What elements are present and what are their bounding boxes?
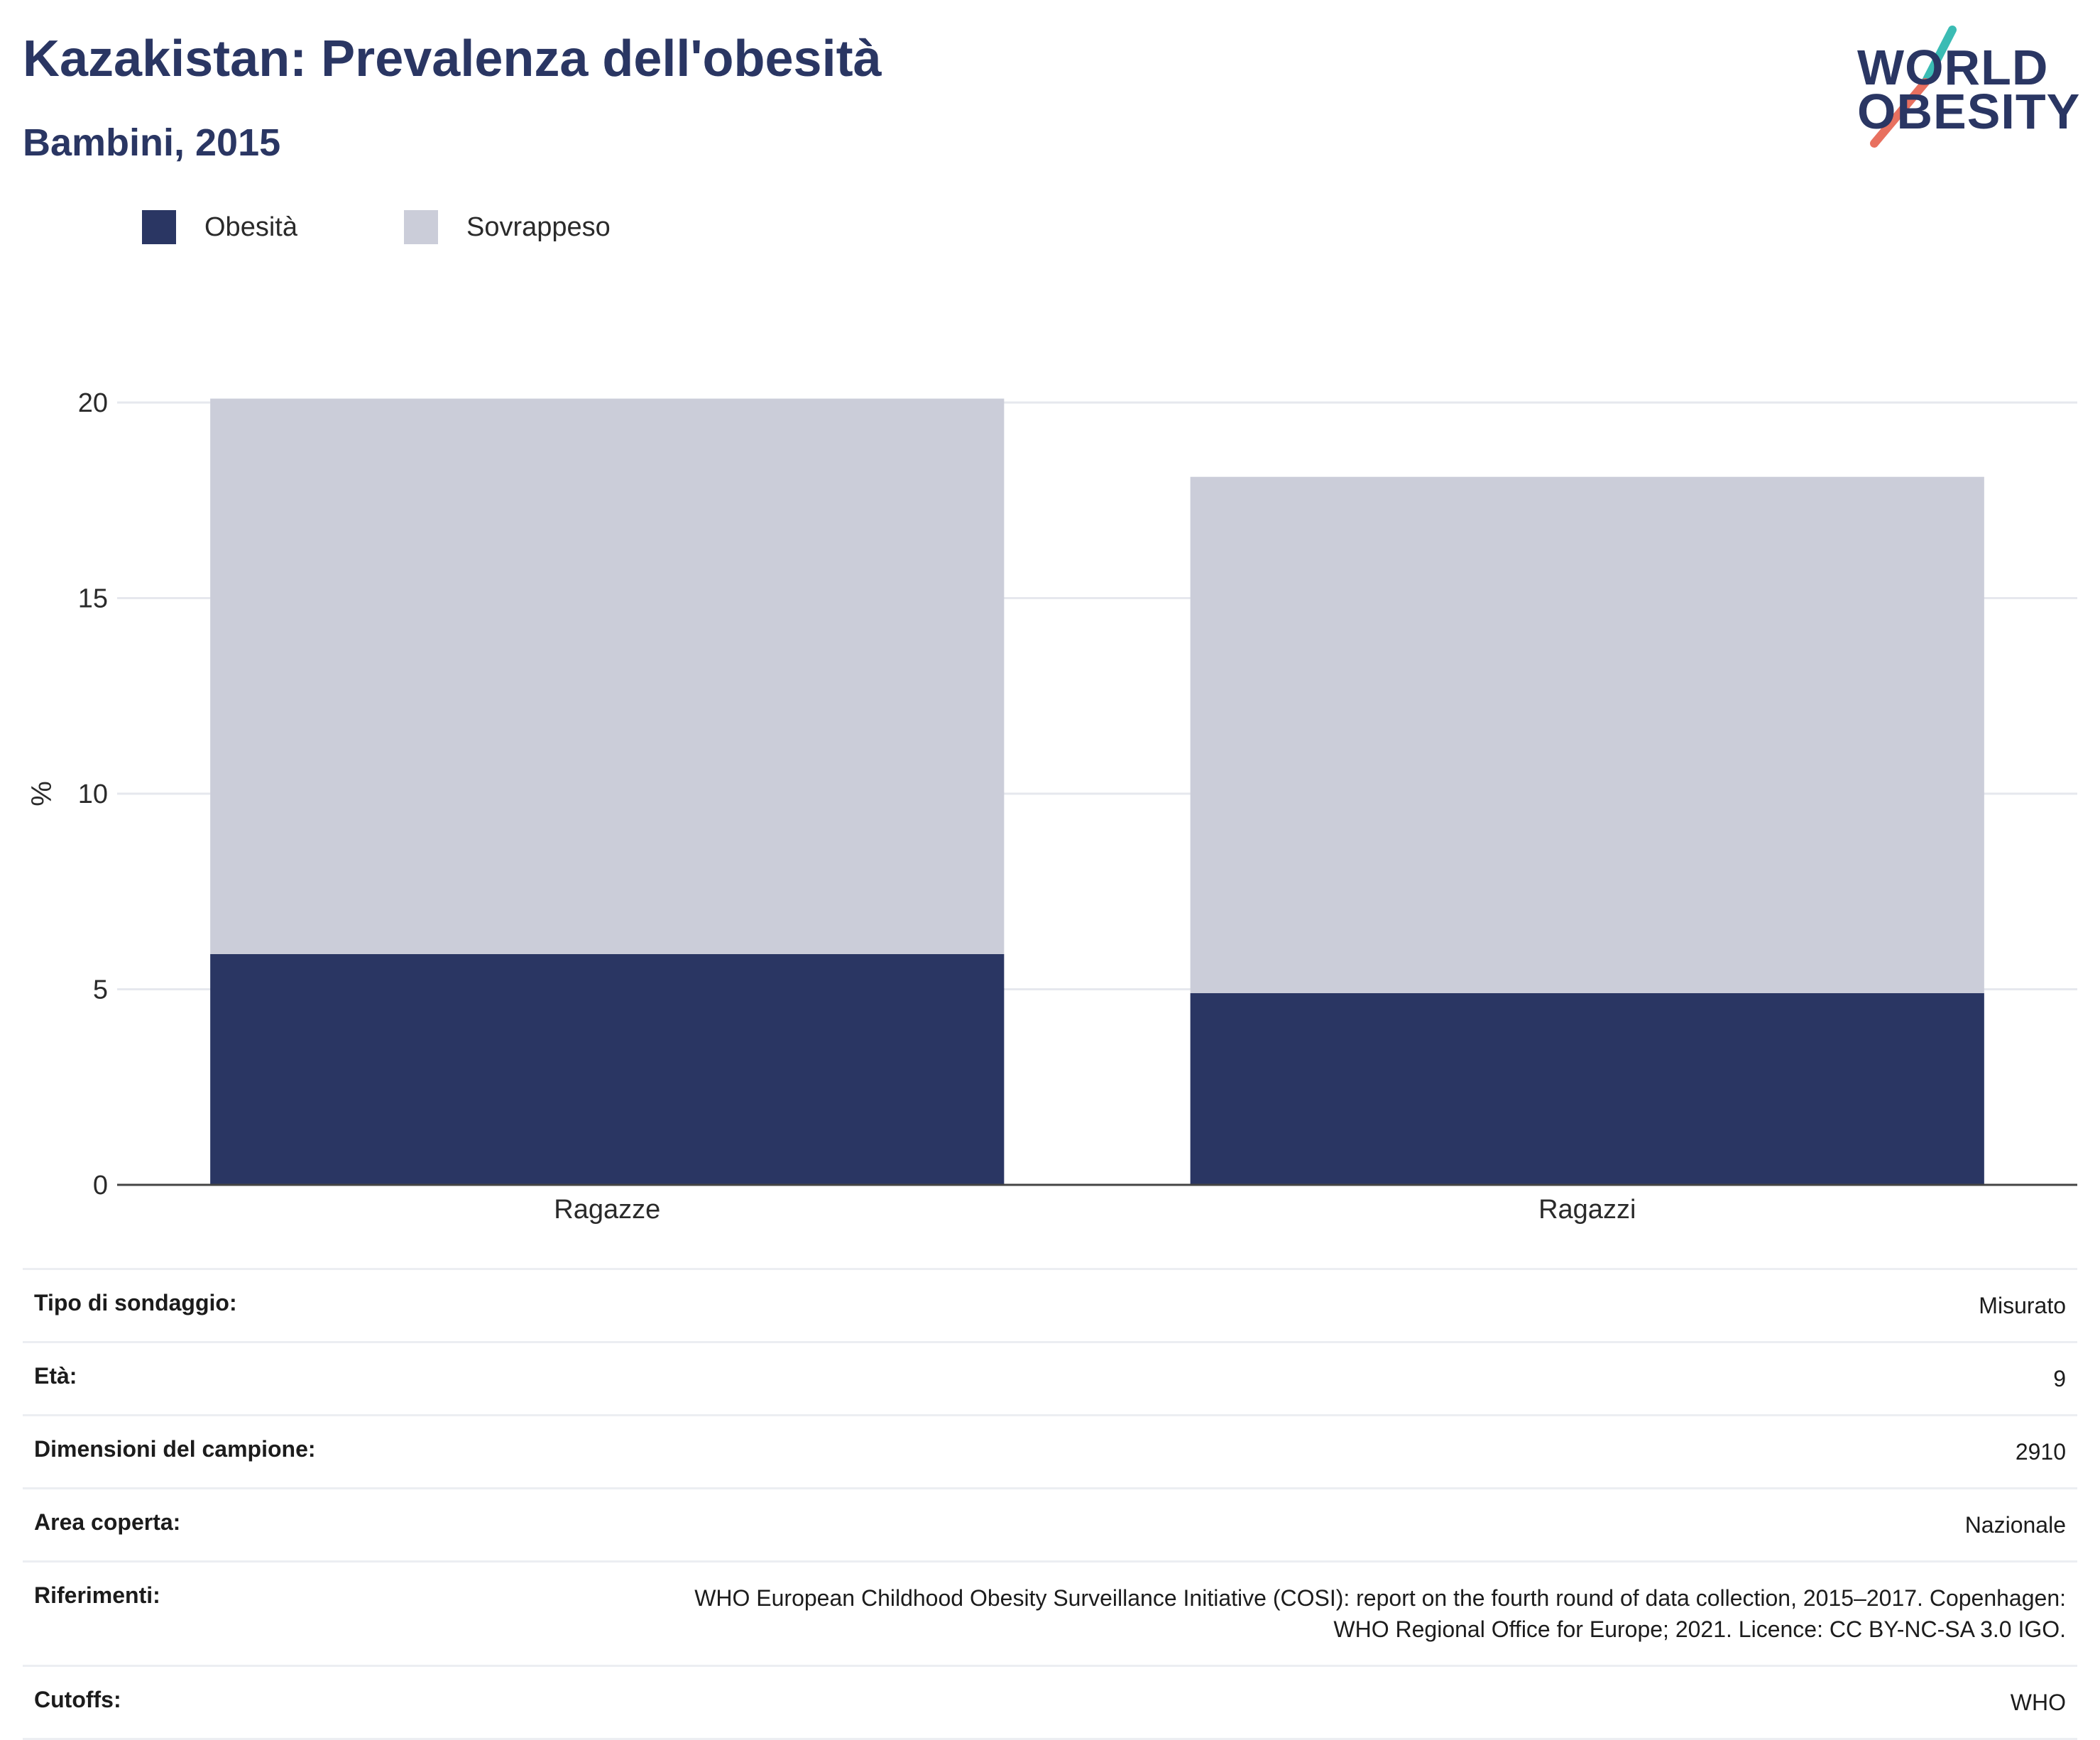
info-row: Dimensioni del campione: 2910 — [23, 1415, 2077, 1489]
bar-ragazze-overweight — [210, 398, 1005, 954]
logo-slash-icon — [1870, 26, 1957, 148]
survey-info-table: Tipo di sondaggio: Misurato Età: 9 Dimension… — [23, 1268, 2077, 1740]
bar-ragazze-obesity — [210, 953, 1005, 1185]
info-value-line: WHO Regional Office for Europe; 2021. Li… — [1333, 1616, 2066, 1642]
info-value-line: Misurato — [1979, 1293, 2066, 1318]
info-label: Tipo di sondaggio: — [34, 1290, 237, 1315]
info-label: Cutoffs: — [34, 1687, 121, 1712]
y-tick-label: 20 — [78, 388, 108, 418]
legend-item-overweight[interactable]: Sovrappeso — [403, 210, 611, 244]
y-tick-label: 10 — [78, 779, 108, 809]
page-subtitle: Bambini, 2015 — [23, 121, 281, 164]
info-value: WHO European Childhood Obesity Surveilla… — [390, 1562, 2077, 1666]
info-value-line: 2910 — [2015, 1439, 2066, 1465]
info-row: Tipo di sondaggio: Misurato — [23, 1269, 2077, 1342]
bar-ragazzi-obesity — [1190, 993, 1984, 1185]
x-tick-label-ragazze: Ragazze — [554, 1195, 660, 1225]
legend-swatch-overweight — [403, 210, 438, 244]
info-value-line: WHO European Childhood Obesity Surveilla… — [694, 1585, 2066, 1611]
stacked-bar-chart: 0 5 10 15 20% Ragazze Ragazzi — [26, 388, 2077, 1225]
logo-line-2: OBESITY — [1857, 84, 2081, 139]
info-value: 9 — [390, 1342, 2077, 1416]
info-label: Dimensioni del campione: — [34, 1436, 316, 1462]
info-value-line: WHO — [2010, 1690, 2066, 1715]
x-tick-label-ragazzi: Ragazzi — [1538, 1195, 1636, 1225]
info-label: Età: — [34, 1363, 77, 1389]
legend-label-obesity: Obesità — [204, 212, 297, 242]
info-value-line: 9 — [2053, 1366, 2066, 1391]
info-label: Riferimenti: — [34, 1582, 160, 1608]
world-obesity-logo: WORLD OBESITY — [1846, 21, 2087, 149]
info-value: WHO — [390, 1666, 2077, 1739]
info-row: Età: 9 — [23, 1342, 2077, 1416]
info-value: Nazionale — [390, 1489, 2077, 1562]
legend-item-obesity[interactable]: Obesità — [142, 210, 297, 244]
info-value-line: Nazionale — [1964, 1512, 2066, 1538]
info-value: 2910 — [390, 1416, 2077, 1489]
logo-line-1: WORLD — [1857, 40, 2049, 95]
info-row: Cutoffs: WHO — [23, 1665, 2077, 1739]
y-tick-label: 5 — [93, 975, 108, 1005]
info-value: Misurato — [390, 1269, 2077, 1342]
y-axis-title: % — [26, 781, 58, 806]
y-tick-label: 15 — [78, 584, 108, 614]
legend-swatch-obesity — [142, 210, 176, 244]
y-tick-label: 0 — [93, 1171, 108, 1200]
chart-legend: Obesità Sovrappeso — [142, 210, 717, 244]
page-title: Kazakistan: Prevalenza dell'obesità — [23, 31, 882, 87]
info-label: Area coperta: — [34, 1509, 181, 1535]
info-row: Area coperta: Nazionale — [23, 1488, 2077, 1562]
info-row: Riferimenti: WHO European Childhood Obesi… — [23, 1561, 2077, 1666]
legend-label-overweight: Sovrappeso — [466, 212, 611, 242]
bar-ragazzi-overweight — [1190, 476, 1984, 994]
